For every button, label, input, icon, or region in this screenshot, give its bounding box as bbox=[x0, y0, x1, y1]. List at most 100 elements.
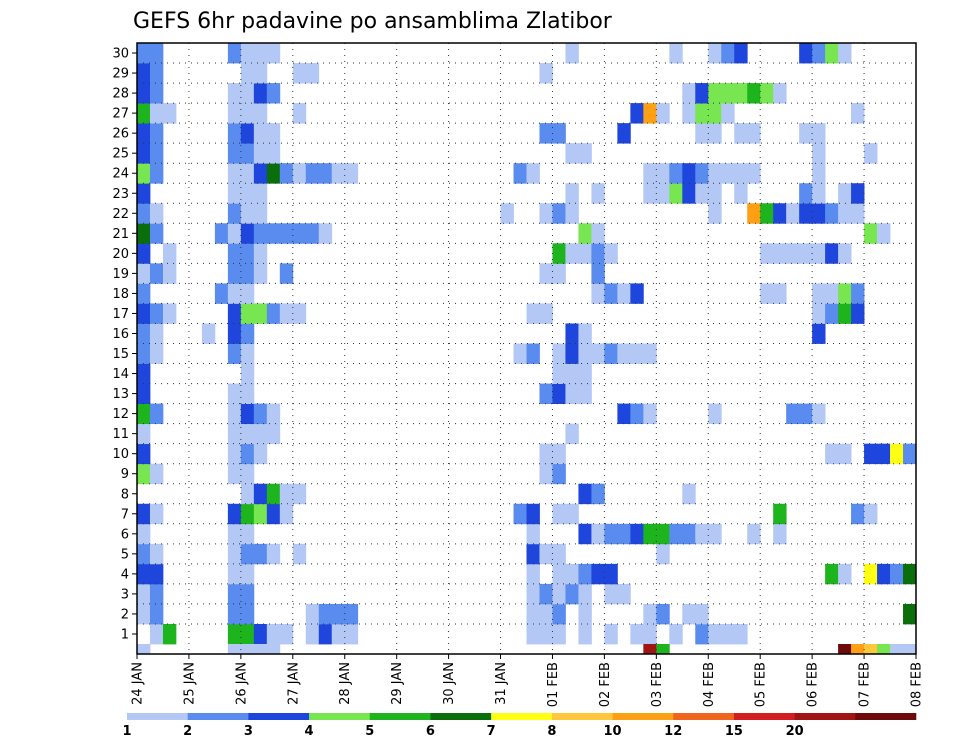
y-tick-label: 17 bbox=[112, 307, 129, 322]
heatmap-cell bbox=[137, 183, 151, 204]
heatmap-cell bbox=[565, 423, 579, 445]
heatmap-cell bbox=[539, 383, 553, 404]
heatmap-cell bbox=[137, 83, 151, 104]
heatmap-cell bbox=[149, 623, 164, 645]
heatmap-cell bbox=[266, 623, 281, 645]
colorbar-swatch bbox=[673, 713, 735, 720]
heatmap-cell bbox=[162, 303, 177, 324]
heatmap-cell bbox=[539, 123, 553, 144]
heatmap-cell bbox=[149, 163, 164, 184]
heatmap-cell bbox=[539, 443, 553, 465]
x-tick-label: 02 FEB bbox=[598, 662, 613, 707]
heatmap-cell bbox=[708, 623, 722, 645]
heatmap-cell bbox=[565, 383, 579, 404]
colorbar-label: 12 bbox=[664, 724, 682, 739]
heatmap-cell bbox=[552, 443, 566, 465]
heatmap-cell bbox=[331, 623, 346, 645]
heatmap-cell bbox=[240, 103, 255, 124]
bottom-strip-cell bbox=[877, 644, 891, 654]
heatmap-cell bbox=[240, 403, 255, 425]
colorbar-legend: 1 2 3 4 5 6 7 8 10 12 15 20 bbox=[122, 713, 917, 739]
bottom-strip-cell bbox=[838, 644, 852, 654]
heatmap-cell bbox=[682, 483, 696, 505]
heatmap-cell bbox=[552, 623, 566, 645]
heatmap-cell bbox=[630, 623, 644, 645]
heatmap-cell bbox=[669, 43, 683, 64]
heatmap-cell bbox=[279, 223, 294, 244]
heatmap-cell bbox=[240, 143, 255, 164]
heatmap-cell bbox=[682, 523, 696, 545]
heatmap-cell bbox=[708, 183, 722, 204]
heatmap-cell bbox=[604, 283, 618, 304]
y-tick-label: 6 bbox=[121, 527, 129, 542]
heatmap-cell bbox=[747, 123, 761, 144]
heatmap-cell bbox=[149, 43, 164, 64]
bottom-strip-cell bbox=[253, 644, 268, 654]
heatmap-cell bbox=[565, 363, 579, 384]
heatmap-cell bbox=[643, 523, 657, 545]
heatmap-cell bbox=[253, 223, 268, 244]
heatmap-cell bbox=[552, 503, 566, 525]
heatmap-cell bbox=[266, 423, 281, 445]
heatmap-cell bbox=[344, 603, 359, 625]
heatmap-cell bbox=[240, 303, 255, 324]
colorbar-swatch bbox=[309, 713, 371, 720]
heatmap-cell bbox=[708, 523, 722, 545]
heatmap-cell bbox=[137, 163, 151, 184]
heatmap-cell bbox=[149, 223, 164, 244]
chart-title: GEFS 6hr padavine po ansamblima Zlatibor bbox=[133, 9, 613, 34]
heatmap-cell bbox=[643, 103, 657, 124]
heatmap-cell bbox=[760, 203, 774, 224]
heatmap-cell bbox=[227, 43, 242, 64]
heatmap-cell bbox=[137, 603, 151, 625]
bottom-strip-cell bbox=[266, 644, 281, 654]
heatmap-cell bbox=[137, 123, 151, 144]
heatmap-cell bbox=[149, 543, 164, 565]
heatmap-cell bbox=[552, 463, 566, 485]
heatmap-cell bbox=[747, 163, 761, 184]
heatmap-cell bbox=[773, 203, 787, 224]
heatmap-cell bbox=[240, 503, 255, 525]
heatmap-cell bbox=[747, 203, 761, 224]
heatmap-cell bbox=[604, 243, 618, 264]
heatmap-cell bbox=[552, 203, 566, 224]
colorbar-swatch bbox=[855, 713, 917, 720]
heatmap-cell bbox=[812, 183, 826, 204]
heatmap-cell bbox=[682, 103, 696, 124]
heatmap-cell bbox=[137, 403, 151, 425]
heatmap-cell bbox=[292, 103, 307, 124]
y-tick-label: 20 bbox=[112, 247, 129, 262]
heatmap-cell bbox=[526, 343, 540, 364]
heatmap-cell bbox=[137, 423, 151, 445]
heatmap-cell bbox=[825, 243, 839, 264]
heatmap-cell bbox=[292, 163, 307, 184]
heatmap-cell bbox=[708, 403, 722, 425]
y-tick-label: 25 bbox=[112, 147, 129, 162]
heatmap-cell bbox=[240, 223, 255, 244]
heatmap-cell bbox=[253, 43, 268, 64]
heatmap-cell bbox=[864, 223, 878, 244]
heatmap-cell bbox=[253, 623, 268, 645]
heatmap-cell bbox=[565, 183, 579, 204]
heatmap-cell bbox=[240, 603, 255, 625]
heatmap-cell bbox=[305, 63, 320, 84]
heatmap-cell bbox=[227, 143, 242, 164]
heatmap-cell bbox=[812, 43, 826, 64]
heatmap-cell bbox=[812, 203, 826, 224]
heatmap-cell bbox=[838, 303, 852, 324]
heatmap-cell bbox=[630, 343, 644, 364]
heatmap-cell bbox=[227, 283, 242, 304]
y-tick-label: 10 bbox=[112, 447, 129, 462]
heatmap-cell bbox=[266, 143, 281, 164]
heatmap-cell bbox=[331, 163, 346, 184]
heatmap-cell bbox=[604, 343, 618, 364]
heatmap-cell bbox=[812, 163, 826, 184]
x-tick-label: 25 JAN bbox=[182, 662, 197, 705]
bottom-strip-cell bbox=[656, 644, 670, 654]
heatmap-cell bbox=[227, 503, 242, 525]
heatmap-cell bbox=[253, 83, 268, 104]
heatmap-cell bbox=[149, 503, 164, 525]
colorbar-label: 5 bbox=[365, 724, 374, 739]
heatmap-cell bbox=[539, 263, 553, 284]
